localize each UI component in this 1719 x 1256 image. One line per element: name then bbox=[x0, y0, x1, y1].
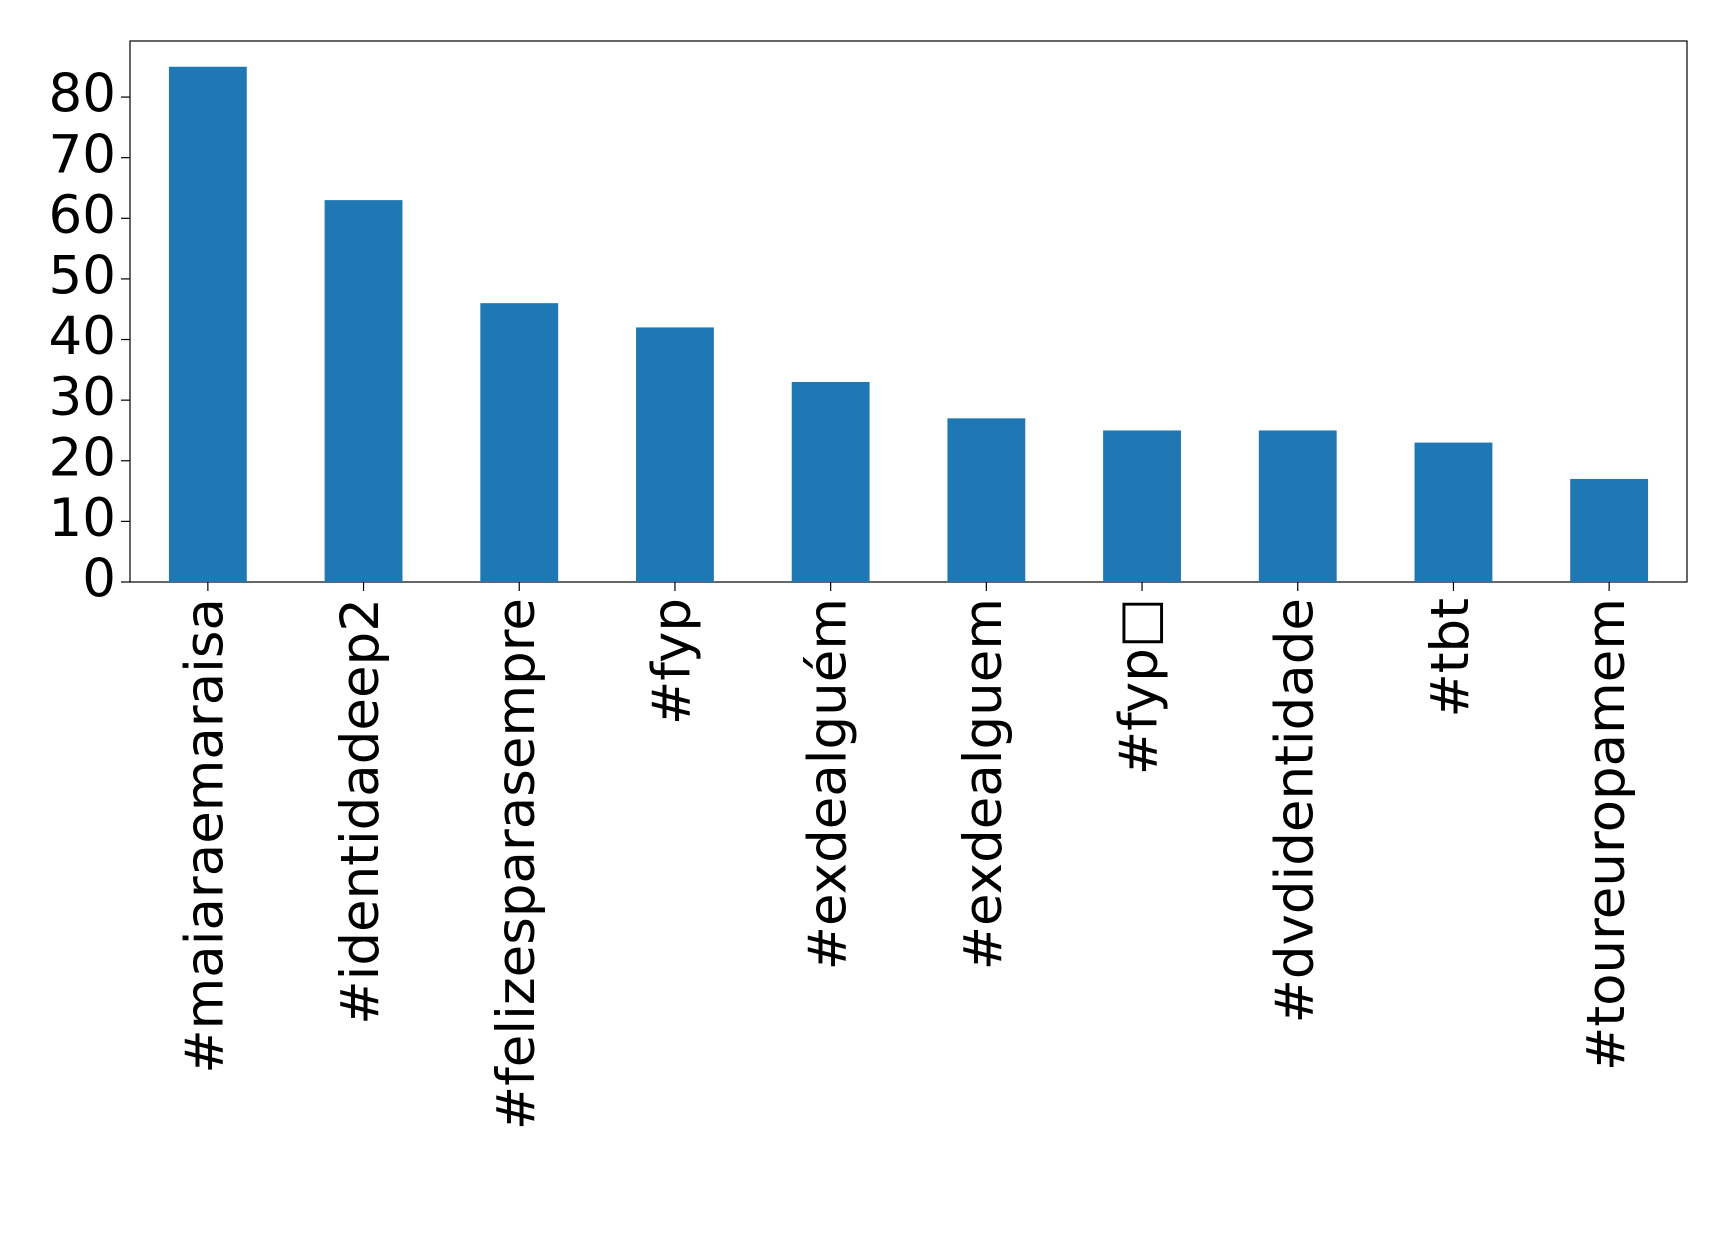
y-tick-label: 30 bbox=[49, 367, 116, 428]
bar bbox=[947, 418, 1026, 582]
x-tick-label: #maiaraemaraisa bbox=[174, 598, 235, 1074]
bar bbox=[324, 200, 403, 582]
bar bbox=[1258, 430, 1337, 582]
bar bbox=[1570, 478, 1649, 582]
x-tick-label: #identidadeep2 bbox=[330, 598, 391, 1025]
x-tick-label: #toureuropamem bbox=[1576, 598, 1637, 1071]
y-tick-label: 20 bbox=[49, 427, 116, 488]
x-tick-label: #fyp□ bbox=[1109, 598, 1170, 775]
y-tick-label: 70 bbox=[49, 124, 116, 185]
bar bbox=[1414, 442, 1493, 582]
x-tick-label: #dvdidentidade bbox=[1264, 598, 1325, 1024]
y-tick-label: 50 bbox=[49, 246, 116, 307]
y-tick-label: 80 bbox=[49, 64, 116, 125]
x-tick-label: #exdealguém bbox=[797, 598, 858, 970]
x-tick-label: #felizesparasempre bbox=[486, 598, 547, 1130]
y-tick-label: 40 bbox=[49, 306, 116, 367]
x-tick-label: #exdealguem bbox=[953, 598, 1014, 970]
bar bbox=[168, 66, 247, 582]
bar bbox=[480, 303, 559, 582]
bar bbox=[1103, 430, 1181, 582]
x-tick-label: #tbt bbox=[1420, 598, 1481, 718]
y-tick-label: 10 bbox=[49, 488, 116, 549]
plot-frame bbox=[129, 40, 1688, 583]
y-tick-label: 60 bbox=[49, 185, 116, 246]
x-tick-label: #fyp bbox=[642, 598, 703, 725]
bar bbox=[791, 381, 870, 582]
bar bbox=[636, 327, 714, 582]
y-tick-label: 0 bbox=[82, 549, 116, 610]
